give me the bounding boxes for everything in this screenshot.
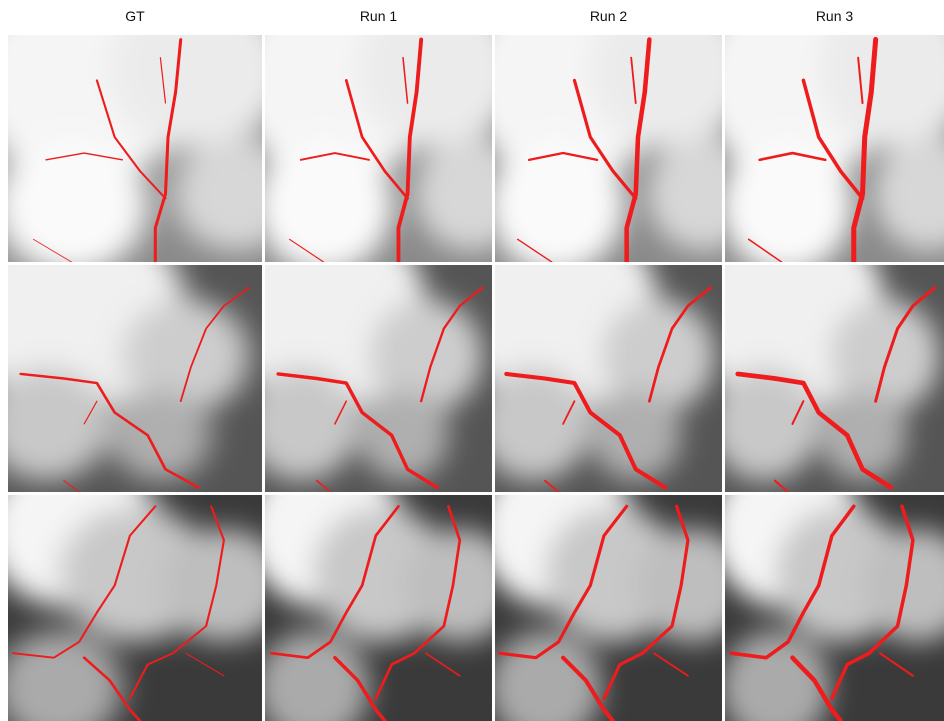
image-panel [265,35,492,262]
image-panel [8,495,262,721]
image-panel [8,35,262,262]
image-panel [495,495,722,721]
column-header: Run 1 [265,8,492,24]
image-panel [725,265,944,492]
column-header: Run 3 [725,8,944,24]
image-panel [265,495,492,721]
image-panel [265,265,492,492]
image-panel [725,495,944,721]
figure: GT Run 1 Run 2 Run 3 [0,0,944,721]
image-panel [495,265,722,492]
image-panel [725,35,944,262]
column-header: GT [8,8,262,24]
image-panel [8,265,262,492]
image-panel [495,35,722,262]
column-header: Run 2 [495,8,722,24]
